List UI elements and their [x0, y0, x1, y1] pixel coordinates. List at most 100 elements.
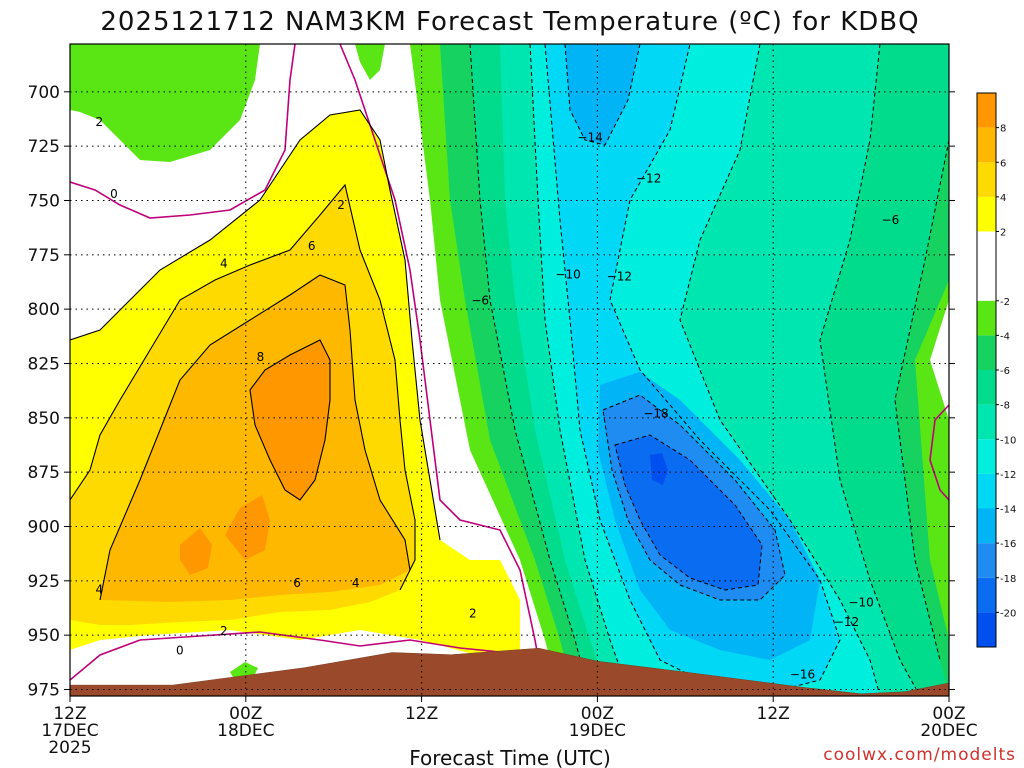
contour-label: 2	[337, 198, 345, 212]
x-tick-label: 12Z	[405, 704, 438, 724]
contour-label: −6	[471, 293, 489, 307]
contour-label: −10	[555, 267, 580, 281]
colorbar-swatch	[977, 196, 996, 232]
contour-label: −16	[790, 667, 815, 681]
contour-label: −14	[577, 130, 602, 144]
colorbar-swatch	[977, 473, 996, 509]
y-tick-label: 900	[28, 517, 60, 537]
fill-band-8-10-lower	[225, 495, 270, 560]
contour-freezing-line-4	[929, 404, 949, 501]
x-tick-label: 12Z	[53, 704, 86, 724]
colorbar-tick-label: 4	[1000, 193, 1006, 204]
contour-cold-line-a	[469, 44, 591, 696]
contour-label: −6	[882, 213, 900, 227]
x-tick-label: 18DEC	[217, 721, 274, 741]
contour-label: −18	[643, 406, 668, 420]
temperature-fills	[70, 44, 949, 696]
y-tick-label: 975	[28, 680, 60, 700]
colorbar-tick-label: 2	[1000, 228, 1006, 239]
colorbar-tick-label: -8	[1000, 401, 1010, 412]
x-tick-label: 2025	[48, 738, 91, 758]
colorbar-tick-label: -18	[1000, 574, 1016, 585]
x-tick-label: 19DEC	[569, 721, 626, 741]
contour-warm-line-d	[249, 339, 331, 501]
contour-label: 8	[257, 350, 265, 364]
contour-label: 0	[176, 643, 184, 657]
colorbar-tick-label: -12	[1000, 470, 1016, 481]
colorbar-swatch	[977, 543, 996, 578]
colorbar-swatch	[977, 93, 996, 128]
credit-link[interactable]: coolwx.com/modelts	[823, 745, 1016, 765]
contour-label: 0	[110, 187, 118, 201]
contour-label: −12	[607, 270, 632, 284]
contour-label: 4	[95, 583, 103, 597]
contour-cold-line-c	[544, 44, 841, 691]
colorbar-swatch	[977, 127, 996, 163]
y-tick-label: 850	[28, 409, 60, 429]
contour-labels: 2 0 4 6 2 8 4 6 4 2 0 2 −6 −10 −12 −14 −12 −6 −18 −10 −12 −16	[95, 115, 899, 681]
contour-freezing-line-3	[70, 631, 501, 681]
y-tick-label: 875	[28, 463, 60, 483]
y-tick-label: 925	[28, 572, 60, 592]
fill-topleft-green	[70, 44, 260, 162]
x-tick-label: 00Z	[581, 704, 614, 724]
contour-label: −12	[834, 615, 859, 629]
x-tick-label: 17DEC	[41, 721, 98, 741]
y-tick-label: 825	[28, 354, 60, 374]
colorbar-swatch	[977, 231, 996, 301]
contour-warm-line-b	[70, 183, 416, 591]
colorbar-tick-label: 8	[1000, 124, 1006, 135]
contour-freezing-line	[70, 44, 296, 219]
colorbar-tick-label: -2	[1000, 297, 1010, 308]
colorbar-tick-label: -6	[1000, 366, 1010, 377]
colorbar-swatch	[977, 439, 996, 474]
contour-label: −12	[636, 172, 661, 186]
grid-lines	[70, 44, 949, 696]
colorbar-swatch	[977, 612, 996, 647]
x-tick-label: 20DEC	[920, 721, 977, 741]
contour-label: 6	[293, 576, 301, 590]
contour-cold-line-h	[819, 44, 921, 696]
colorbar-tick-label: -20	[1000, 608, 1016, 619]
colorbar-swatch	[977, 508, 996, 544]
colorbar-swatch	[977, 577, 996, 613]
colorbar-swatch	[977, 404, 996, 440]
contour-lines	[70, 44, 949, 696]
x-axis-label: Forecast Time (UTC)	[409, 746, 611, 768]
fill-band-6-8	[100, 275, 410, 602]
colorbar-swatch	[977, 162, 996, 197]
contour-label: 2	[469, 606, 477, 620]
chart-title: 2025121712 NAM3KM Forecast Temperature (…	[100, 7, 919, 37]
colorbar: -20 -18 -16 -14 -12 -10 -8 -6 -4 -2 2 4 6 8	[976, 92, 1016, 648]
colorbar-tick-label: -14	[1000, 505, 1016, 516]
contour-warm-line-a	[70, 109, 441, 541]
colorbar-swatch	[977, 370, 996, 405]
colorbar-tick-label: -16	[1000, 539, 1016, 550]
colorbar-tick-label: -10	[1000, 435, 1016, 446]
contour-label: −10	[848, 596, 873, 610]
fill-band-minus14-minus16-top	[565, 44, 640, 145]
y-tick-label: 950	[28, 626, 60, 646]
plot-area: 2 0 4 6 2 8 4 6 4 2 0 2 −6 −10 −12 −14 −12 −6 −18 −10 −12 −16	[70, 44, 949, 696]
y-tick-label: 700	[28, 83, 60, 103]
plot-frame	[69, 43, 950, 697]
fill-band-minus20-minus22	[650, 453, 668, 485]
contour-warm-line-c	[99, 274, 411, 601]
contour-label: 6	[308, 239, 316, 253]
colorbar-tick-label: -4	[1000, 331, 1010, 342]
y-tick-label: 800	[28, 300, 60, 320]
contour-cold-line-f	[614, 434, 763, 591]
y-tick-label: 775	[28, 246, 60, 266]
contour-label: 2	[95, 115, 103, 129]
x-tick-label: 00Z	[932, 704, 965, 724]
fill-band-8-10-pocket	[180, 528, 212, 575]
contour-freezing-line-2	[339, 44, 546, 696]
y-tick-label: 725	[28, 137, 60, 157]
x-tick-label: 00Z	[229, 704, 262, 724]
contour-label: 4	[352, 576, 360, 590]
contour-label: 4	[220, 257, 228, 271]
